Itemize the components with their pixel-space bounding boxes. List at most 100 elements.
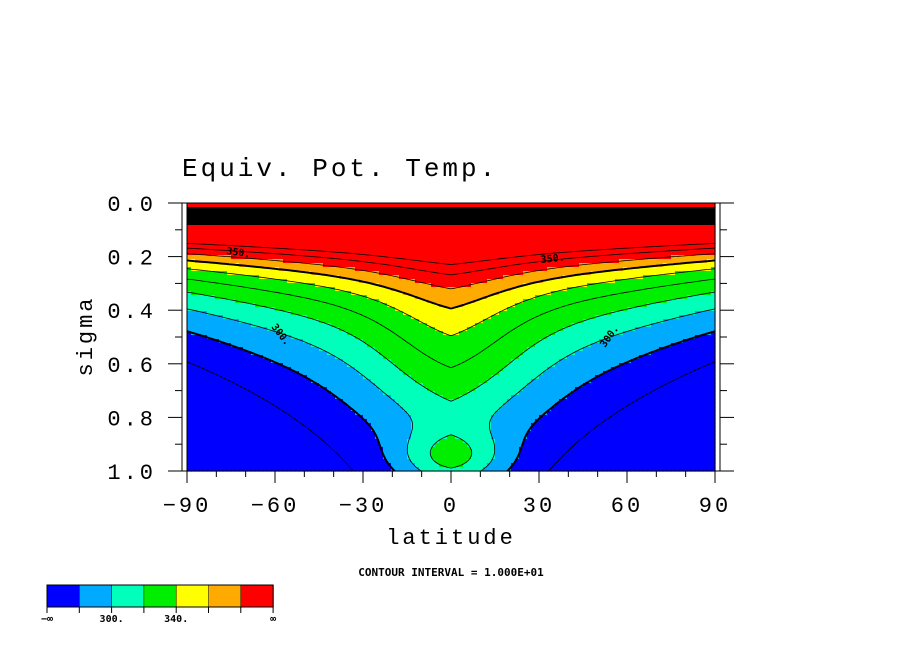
contour-cell bbox=[275, 347, 280, 352]
contour-cell bbox=[683, 231, 688, 236]
contour-cell bbox=[519, 255, 524, 260]
contour-cell bbox=[647, 235, 652, 240]
contour-cell bbox=[407, 263, 412, 268]
contour-cell bbox=[439, 239, 444, 244]
contour-cell bbox=[307, 279, 312, 284]
contour-cell bbox=[403, 343, 408, 348]
contour-cell bbox=[283, 283, 288, 288]
contour-cell bbox=[487, 299, 492, 304]
contour-cell bbox=[303, 251, 308, 256]
contour-cell bbox=[367, 291, 372, 296]
contour-cell bbox=[575, 287, 580, 292]
contour-cell bbox=[563, 239, 568, 244]
contour-cell bbox=[439, 291, 444, 296]
contour-cell bbox=[239, 315, 244, 320]
contour-cell bbox=[587, 231, 592, 236]
contour-cell bbox=[227, 231, 232, 236]
contour-cell bbox=[395, 303, 400, 308]
contour-cell bbox=[331, 203, 336, 208]
contour-cell bbox=[279, 235, 284, 240]
contour-cell bbox=[403, 307, 408, 312]
contour-cell bbox=[415, 247, 420, 252]
contour-cell bbox=[547, 339, 552, 344]
contour-cell bbox=[627, 319, 632, 324]
contour-cell bbox=[467, 347, 472, 352]
contour-cell bbox=[235, 203, 240, 208]
contour-cell bbox=[259, 331, 264, 336]
contour-cell bbox=[551, 287, 556, 292]
contour-cell bbox=[351, 319, 356, 324]
contour-cell bbox=[547, 315, 552, 320]
contour-cell bbox=[411, 335, 416, 340]
contour-cell bbox=[555, 303, 560, 308]
contour-cell bbox=[703, 315, 708, 320]
contour-cell bbox=[283, 351, 288, 356]
contour-cell bbox=[583, 339, 588, 344]
contour-cell bbox=[239, 307, 244, 312]
contour-cell bbox=[535, 307, 540, 312]
contour-cell bbox=[583, 295, 588, 300]
contour-cell bbox=[435, 323, 440, 328]
contour-cell bbox=[335, 299, 340, 304]
contour-cell bbox=[187, 315, 192, 320]
contour-cell bbox=[251, 287, 256, 292]
contour-cell bbox=[635, 319, 640, 324]
contour-cell bbox=[459, 231, 464, 236]
contour-cell bbox=[627, 263, 632, 268]
contour-cell bbox=[443, 227, 448, 232]
contour-cell bbox=[695, 203, 700, 208]
contour-cell bbox=[575, 307, 580, 312]
contour-cell bbox=[535, 351, 540, 356]
contour-cell bbox=[343, 339, 348, 344]
contour-cell bbox=[363, 231, 368, 236]
contour-cell bbox=[431, 291, 436, 296]
contour-cell bbox=[675, 279, 680, 284]
contour-cell bbox=[347, 235, 352, 240]
contour-cell bbox=[447, 291, 452, 296]
contour-cell bbox=[503, 343, 508, 348]
contour-cell bbox=[567, 227, 572, 232]
contour-cell bbox=[507, 283, 512, 288]
contour-cell bbox=[467, 251, 472, 256]
contour-cell bbox=[523, 287, 528, 292]
contour-cell bbox=[351, 287, 356, 292]
contour-cell bbox=[411, 247, 416, 252]
contour-cell bbox=[435, 247, 440, 252]
contour-cell bbox=[499, 327, 504, 332]
contour-cell bbox=[627, 255, 632, 260]
contour-cell bbox=[307, 303, 312, 308]
contour-cell bbox=[247, 235, 252, 240]
contour-cell bbox=[543, 295, 548, 300]
contour-cell bbox=[259, 339, 264, 344]
contour-cell bbox=[359, 251, 364, 256]
contour-cell bbox=[419, 327, 424, 332]
contour-cell bbox=[271, 239, 276, 244]
contour-cell bbox=[323, 227, 328, 232]
contour-cell bbox=[687, 295, 692, 300]
contour-cell bbox=[391, 339, 396, 344]
contour-cell bbox=[191, 311, 196, 316]
contour-cell bbox=[571, 235, 576, 240]
contour-cell bbox=[531, 235, 536, 240]
contour-cell bbox=[631, 279, 636, 284]
contour-cell bbox=[555, 315, 560, 320]
contour-cell bbox=[687, 239, 692, 244]
contour-cell bbox=[343, 231, 348, 236]
contour-cell bbox=[235, 339, 240, 344]
contour-cell bbox=[259, 343, 264, 348]
contour-cell bbox=[187, 263, 192, 268]
contour-cell bbox=[679, 291, 684, 296]
contour-cell bbox=[283, 295, 288, 300]
contour-cell bbox=[467, 235, 472, 240]
contour-cell bbox=[591, 203, 596, 208]
contour-cell bbox=[639, 231, 644, 236]
contour-cell bbox=[223, 279, 228, 284]
contour-cell bbox=[307, 251, 312, 256]
contour-cell bbox=[259, 227, 264, 232]
contour-cell bbox=[547, 343, 552, 348]
contour-cell bbox=[519, 231, 524, 236]
contour-cell bbox=[311, 279, 316, 284]
contour-cell bbox=[227, 203, 232, 208]
contour-cell bbox=[399, 351, 404, 356]
contour-cell bbox=[319, 343, 324, 348]
